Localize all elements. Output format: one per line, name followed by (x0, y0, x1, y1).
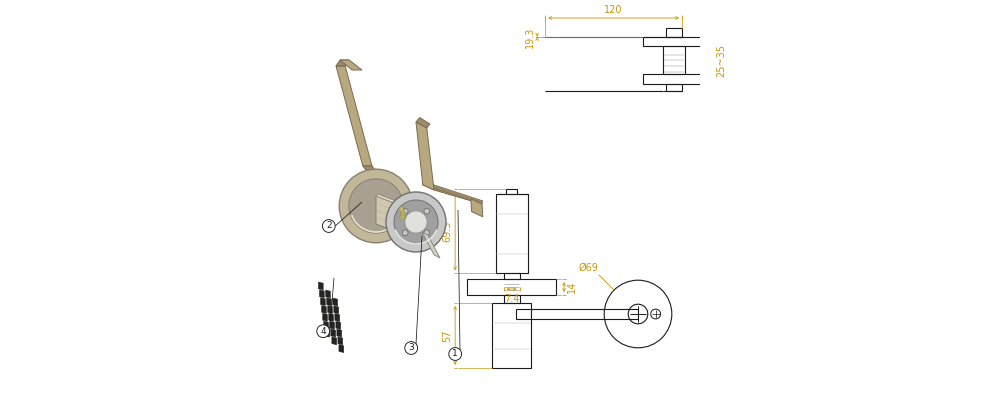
Bar (492, 303, 531, 368)
Polygon shape (339, 344, 344, 352)
Circle shape (322, 220, 335, 232)
Polygon shape (327, 298, 331, 306)
Circle shape (401, 211, 406, 216)
Bar (516, 309, 638, 319)
Bar (666, 28, 682, 37)
Polygon shape (328, 306, 332, 314)
Text: 120: 120 (604, 5, 623, 15)
Text: 25~35: 25~35 (717, 44, 727, 77)
Circle shape (424, 230, 430, 236)
Bar (504, 273, 520, 279)
Polygon shape (416, 122, 434, 190)
Polygon shape (325, 329, 330, 337)
Polygon shape (376, 196, 412, 238)
Bar (663, 46, 685, 74)
Text: 57: 57 (443, 329, 453, 342)
Circle shape (449, 348, 462, 360)
Polygon shape (363, 166, 380, 176)
Circle shape (386, 192, 446, 252)
Polygon shape (423, 182, 483, 204)
Text: 7.4: 7.4 (504, 294, 519, 304)
Polygon shape (340, 60, 362, 70)
Polygon shape (423, 185, 482, 204)
Text: 4: 4 (320, 327, 326, 336)
Bar (643, 37, 705, 46)
Bar (467, 279, 556, 295)
Circle shape (339, 169, 413, 243)
Polygon shape (337, 329, 342, 337)
Polygon shape (471, 199, 483, 217)
Polygon shape (319, 290, 324, 298)
Bar (504, 295, 520, 303)
Polygon shape (324, 321, 328, 329)
Bar (506, 189, 517, 194)
Circle shape (405, 211, 427, 233)
Polygon shape (326, 290, 330, 298)
Bar (643, 74, 705, 84)
Polygon shape (318, 282, 323, 290)
Text: 2: 2 (326, 222, 332, 230)
Circle shape (349, 179, 403, 233)
Circle shape (399, 207, 404, 212)
Polygon shape (336, 66, 372, 166)
Polygon shape (332, 337, 337, 345)
Circle shape (402, 230, 408, 236)
Polygon shape (322, 306, 326, 314)
Polygon shape (321, 298, 325, 306)
Polygon shape (331, 329, 336, 337)
Polygon shape (336, 60, 349, 66)
Text: 19.3: 19.3 (525, 26, 535, 48)
Text: 3: 3 (408, 344, 414, 352)
Polygon shape (422, 232, 440, 258)
Polygon shape (338, 337, 343, 345)
Circle shape (424, 208, 430, 214)
Polygon shape (416, 118, 430, 128)
Polygon shape (333, 298, 338, 306)
Polygon shape (336, 321, 341, 329)
Circle shape (400, 209, 405, 214)
Polygon shape (329, 314, 334, 322)
Polygon shape (334, 306, 339, 314)
Circle shape (405, 342, 418, 354)
Circle shape (402, 208, 408, 214)
Bar (496, 194, 528, 273)
Polygon shape (330, 321, 335, 329)
Text: 1: 1 (452, 350, 458, 358)
Polygon shape (335, 314, 340, 322)
Bar (666, 84, 682, 91)
Circle shape (401, 213, 405, 218)
Text: Ø69: Ø69 (578, 263, 598, 273)
Polygon shape (376, 194, 414, 210)
Circle shape (394, 200, 438, 244)
Text: 14: 14 (567, 281, 577, 293)
Circle shape (400, 215, 405, 220)
Circle shape (317, 325, 330, 338)
Text: 69.3: 69.3 (443, 220, 453, 242)
Polygon shape (323, 313, 327, 321)
